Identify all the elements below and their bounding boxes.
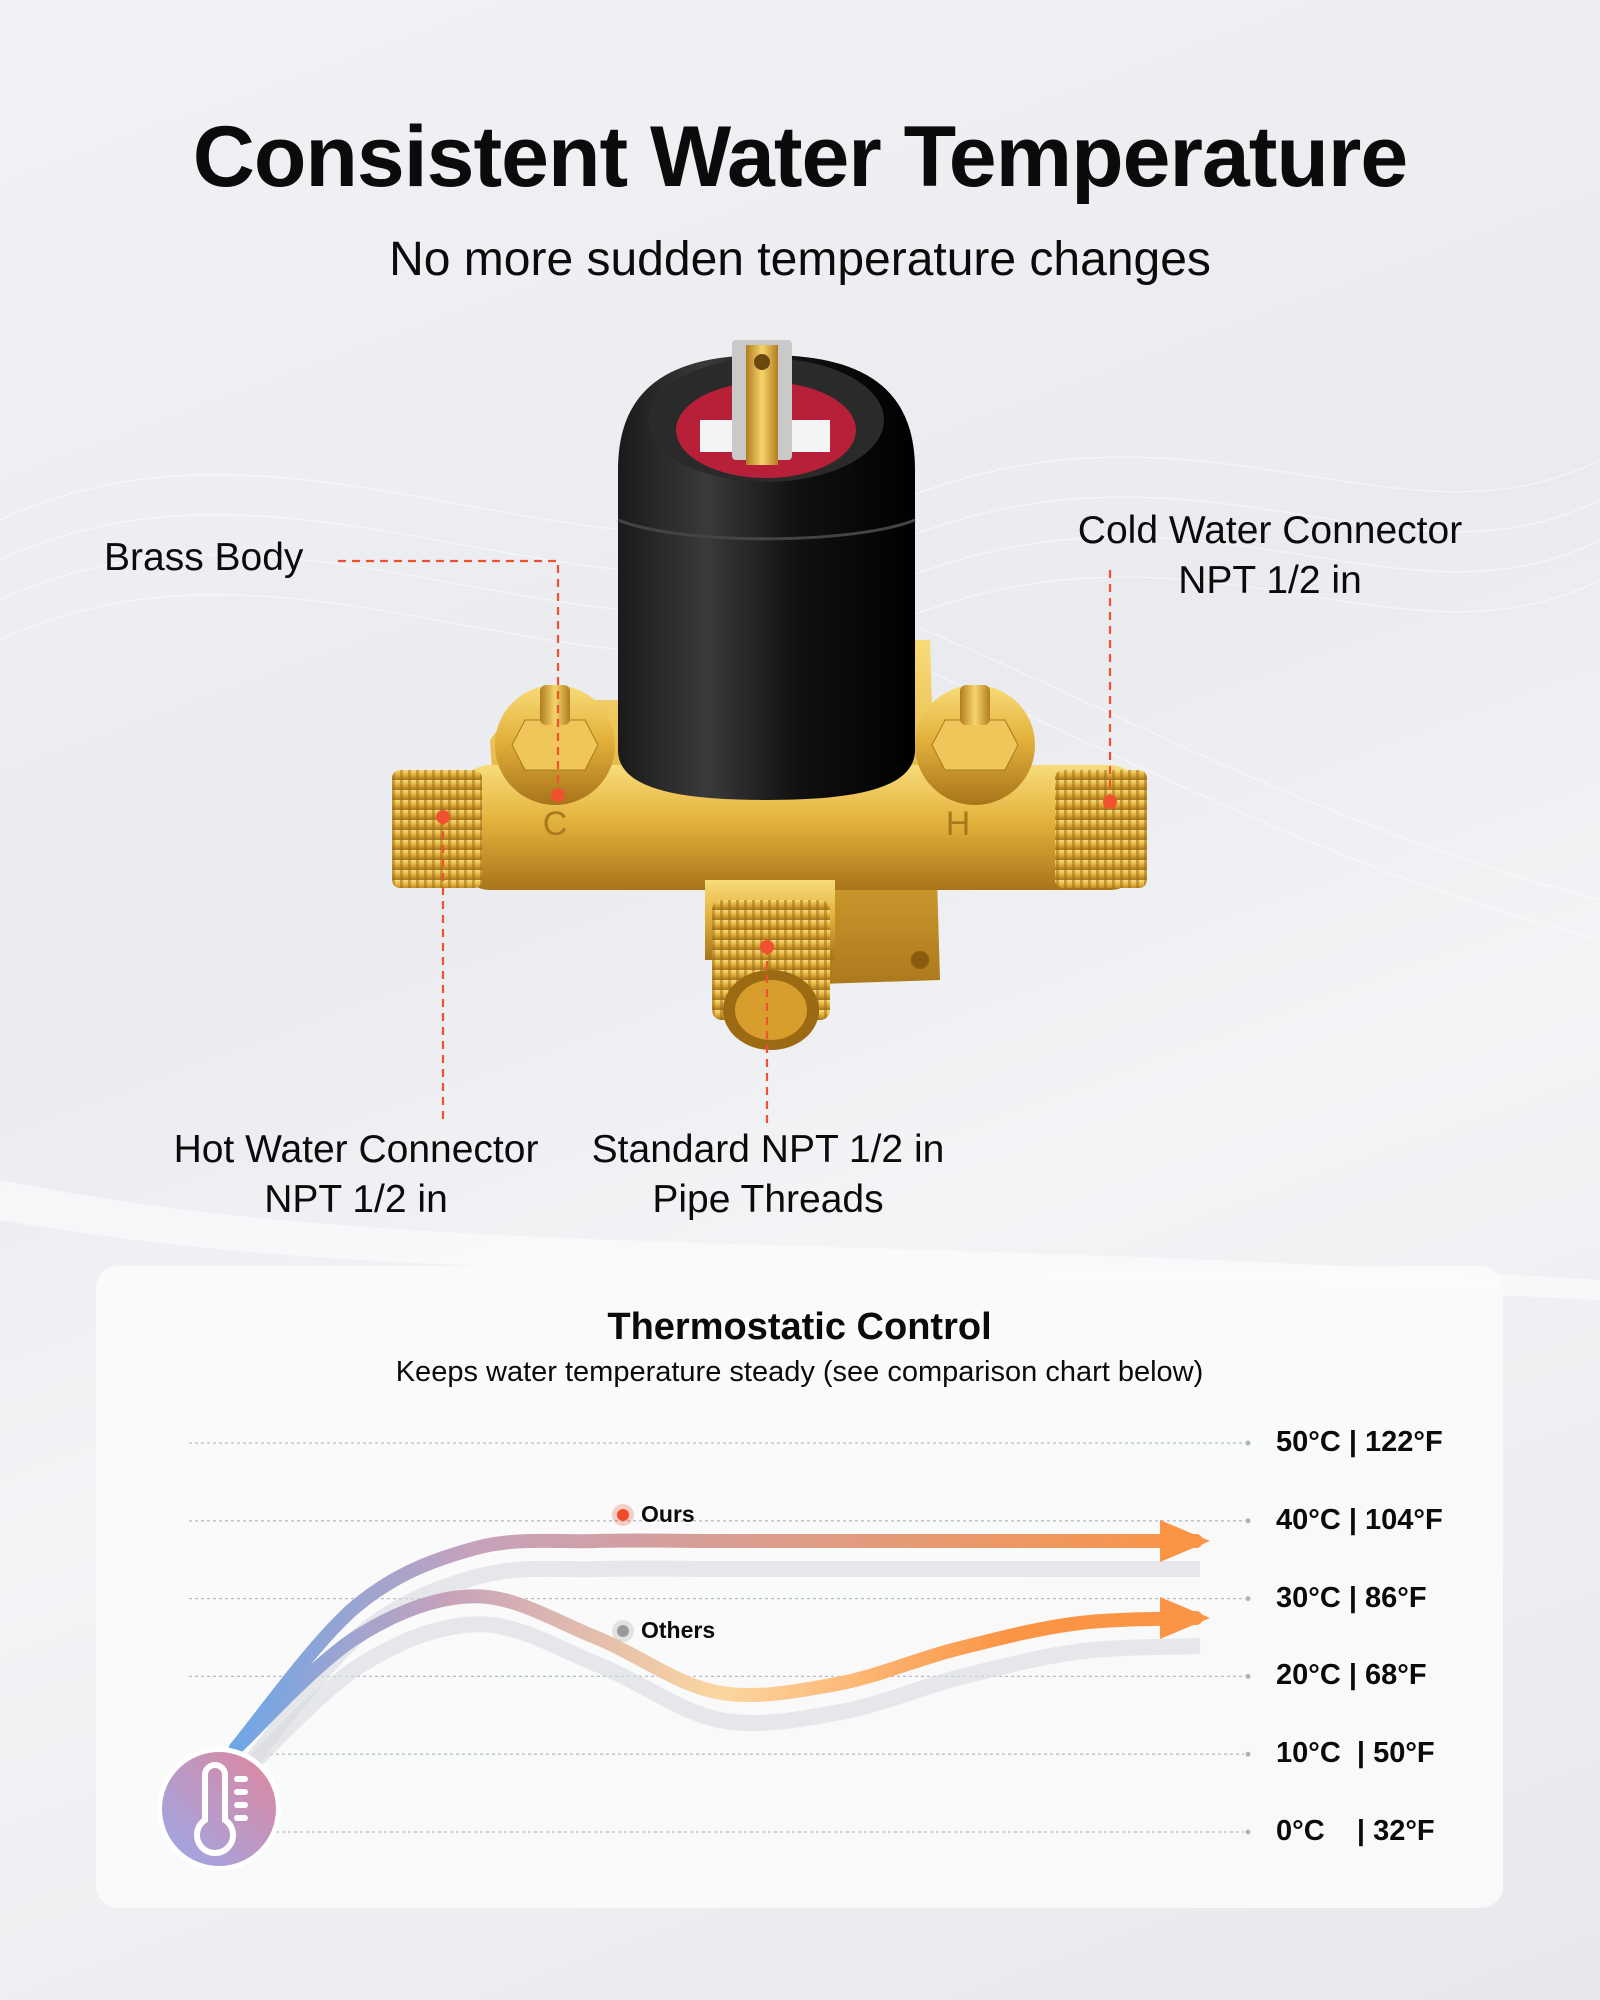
- cold-connector-label-line2: NPT 1/2 in: [1178, 559, 1362, 602]
- y-tick-label: 0°C | 32°F: [1276, 1815, 1435, 1847]
- thermostatic-control-card: [96, 1266, 1503, 1908]
- valve-product-image: C H: [392, 340, 1147, 1050]
- brass-body-dot: [551, 788, 565, 802]
- gridline-end-dot: [1245, 1440, 1251, 1446]
- callout-lines: [338, 559, 1117, 1123]
- pipe-thread-label: Standard NPT 1/2 in Pipe Threads: [518, 1125, 1018, 1225]
- svg-text:C: C: [543, 805, 568, 843]
- card-title: Thermostatic Control: [607, 1306, 992, 1348]
- card-subtitle: Keeps water temperature steady (see comp…: [395, 1356, 1204, 1388]
- y-tick-label: 10°C | 50°F: [1276, 1737, 1435, 1770]
- page-subtitle: No more sudden temperature changes: [389, 233, 1211, 286]
- series-line-ours: [229, 1533, 1203, 1755]
- legend-dot-ours: [617, 1509, 629, 1521]
- y-tick-label: 20°C | 68°F: [1276, 1659, 1427, 1692]
- pipe-thread-label-line1: Standard NPT 1/2 in: [591, 1128, 945, 1171]
- hot-connector-label-line1: Hot Water Connector: [173, 1128, 539, 1171]
- y-tick-label: 30°C | 86°F: [1276, 1581, 1427, 1614]
- y-tick-label: 40°C | 104°F: [1276, 1503, 1443, 1536]
- cold-connector-dot: [1103, 795, 1117, 809]
- gridline-end-dot: [1245, 1518, 1251, 1524]
- y-tick-label: 50°C | 122°F: [1276, 1426, 1443, 1458]
- pipe-thread-label-line2: Pipe Threads: [652, 1178, 884, 1221]
- gridline-end-dot: [1245, 1596, 1251, 1602]
- gridline-end-dot: [1245, 1751, 1251, 1757]
- legend-label-ours: Ours: [641, 1501, 695, 1527]
- thermometer-icon: [157, 1747, 281, 1871]
- hot-connector-label-line2: NPT 1/2 in: [264, 1178, 448, 1221]
- brass-body-label: Brass Body: [104, 536, 304, 579]
- cold-connector-label: Cold Water Connector NPT 1/2 in: [1020, 506, 1520, 606]
- series-shadow: [233, 1560, 1200, 1782]
- series-arrowhead: [1160, 1597, 1210, 1640]
- series-line-others: [229, 1589, 1203, 1755]
- gridline-end-dot: [1245, 1673, 1251, 1679]
- page-title: Consistent Water Temperature: [192, 109, 1408, 205]
- hot-connector-label: Hot Water Connector NPT 1/2 in: [106, 1125, 606, 1225]
- legend-dot-others: [617, 1625, 629, 1637]
- hot-connector-dot: [436, 810, 450, 824]
- cold-connector-label-line1: Cold Water Connector: [1077, 509, 1463, 552]
- series-shadow: [234, 1616, 1201, 1782]
- legend-label-others: Others: [641, 1617, 716, 1643]
- gridline-end-dot: [1245, 1829, 1251, 1835]
- brass-body-leader-line: [338, 559, 560, 794]
- pipe-thread-dot: [760, 940, 774, 954]
- series-arrowhead: [1160, 1520, 1210, 1563]
- svg-text:H: H: [946, 805, 971, 843]
